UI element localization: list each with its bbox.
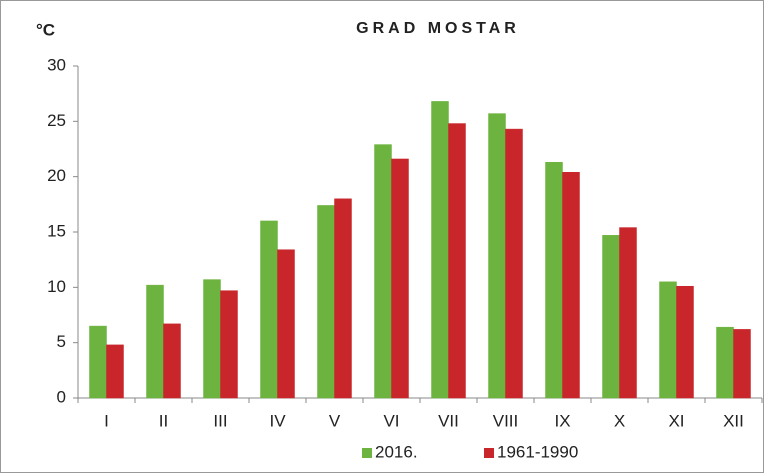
y-tick-label: 10 — [47, 277, 66, 296]
bar — [163, 323, 181, 399]
bar — [374, 144, 392, 399]
legend-label: 1961-1990 — [497, 442, 578, 461]
bar — [106, 344, 124, 399]
bar — [505, 128, 523, 399]
bar — [203, 279, 221, 399]
legend-swatch — [484, 448, 494, 458]
x-tick-label: IX — [554, 411, 570, 430]
bar — [488, 113, 506, 399]
x-tick-label: XII — [723, 411, 744, 430]
bar — [317, 205, 335, 399]
y-tick-label: 15 — [47, 221, 66, 240]
x-tick-label: VI — [383, 411, 399, 430]
x-tick-label: V — [329, 411, 341, 430]
y-tick-label: 20 — [47, 166, 66, 185]
y-tick-label: 5 — [57, 332, 66, 351]
legend-label: 2016. — [375, 442, 418, 461]
bar — [260, 220, 278, 399]
chart-title: GRAD MOSTAR — [356, 20, 520, 37]
bar — [220, 290, 238, 399]
bar — [733, 329, 751, 399]
bar — [277, 249, 295, 399]
bar — [89, 325, 107, 399]
bar — [391, 158, 409, 399]
bar — [334, 198, 352, 399]
bar — [676, 285, 694, 399]
x-tick-label: X — [614, 411, 625, 430]
legend-swatch — [362, 448, 372, 458]
x-tick-label: VII — [438, 411, 459, 430]
x-tick-label: VIII — [493, 411, 519, 430]
bar — [562, 171, 580, 399]
bar — [431, 101, 449, 399]
x-tick-label: III — [213, 411, 227, 430]
bar — [545, 162, 563, 399]
y-tick-label: 30 — [47, 55, 66, 74]
x-tick-label: II — [159, 411, 168, 430]
bar — [716, 326, 734, 399]
x-tick-label: I — [104, 411, 109, 430]
bar — [619, 227, 637, 399]
bar — [146, 284, 164, 399]
y-tick-label: 25 — [47, 111, 66, 130]
bar — [448, 123, 466, 399]
x-tick-label: XI — [668, 411, 684, 430]
x-tick-label: IV — [269, 411, 286, 430]
y-tick-label: 0 — [57, 387, 66, 406]
bar — [602, 235, 620, 399]
y-axis-label: °C — [36, 20, 55, 39]
bar — [659, 281, 677, 399]
